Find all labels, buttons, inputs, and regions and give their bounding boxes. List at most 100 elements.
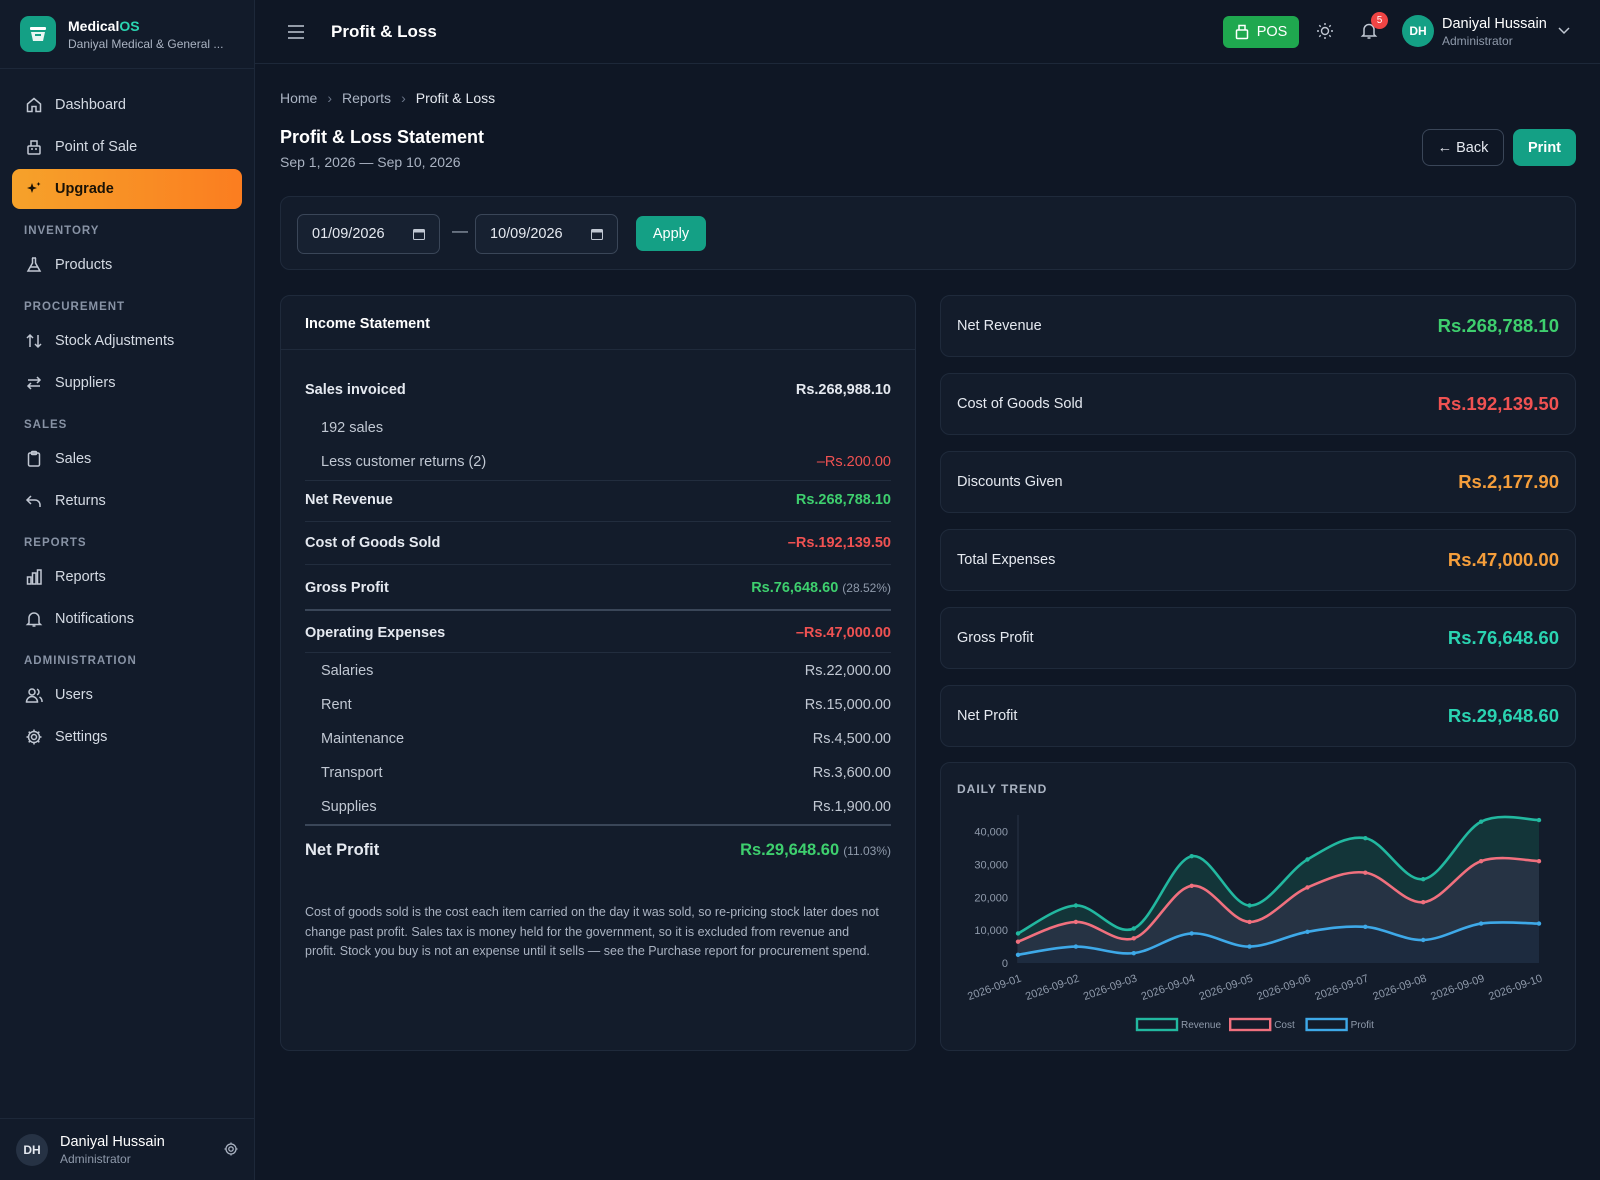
stat-value: Rs.192,139.50: [1437, 393, 1559, 414]
breadcrumb-home[interactable]: Home: [280, 90, 318, 106]
theme-toggle-sun-icon[interactable]: [1316, 22, 1334, 40]
flask-icon: [24, 255, 44, 275]
sidebar-nav: Dashboard Point of Sale Upgrade INVENTOR…: [0, 69, 254, 757]
x-tick-label: 2026-09-08: [1371, 973, 1428, 1004]
expense-row: Rent Rs.15,000.00: [305, 697, 891, 713]
sidebar-item-settings[interactable]: Settings: [12, 717, 242, 757]
sidebar-item-returns[interactable]: Returns: [12, 481, 242, 521]
sidebar-item-products[interactable]: Products: [12, 245, 242, 285]
stat-card-gross-profit: Gross Profit Rs.76,648.60: [940, 607, 1576, 669]
sidebar-item-sales[interactable]: Sales: [12, 439, 242, 479]
sidebar-item-stock-adjustments[interactable]: Stock Adjustments: [12, 321, 242, 361]
date-to-input[interactable]: 10/09/2026: [475, 214, 618, 254]
users-icon: [24, 685, 44, 705]
row-value: Rs.268,988.10: [795, 382, 891, 398]
x-tick-label: 2026-09-05: [1198, 973, 1255, 1004]
user-name: Daniyal Hussain: [60, 1133, 165, 1150]
expense-value: Rs.4,500.00: [812, 731, 891, 747]
y-tick-label: 0: [1002, 958, 1008, 970]
calendar-icon[interactable]: [591, 228, 603, 240]
legend-swatch: [1135, 1017, 1179, 1032]
y-tick-label: 10,000: [974, 925, 1008, 937]
data-point: [1073, 944, 1079, 949]
stat-card-total-expenses: Total Expenses Rs.47,000.00: [940, 529, 1576, 591]
data-point: [1131, 936, 1136, 941]
data-point: [1421, 877, 1426, 882]
breadcrumb: Home › Reports › Profit & Loss: [280, 90, 495, 106]
print-button[interactable]: Print: [1513, 129, 1576, 166]
home-icon: [24, 95, 44, 115]
stat-card-net-revenue: Net Revenue Rs.268,788.10: [940, 295, 1576, 357]
chevron-down-icon[interactable]: [1558, 27, 1570, 35]
undo-icon: [24, 491, 44, 511]
sidebar-item-label: Point of Sale: [55, 139, 138, 155]
stat-card-discounts: Discounts Given Rs.2,177.90: [940, 451, 1576, 513]
sidebar-item-upgrade[interactable]: Upgrade: [12, 169, 242, 209]
sidebar-item-suppliers[interactable]: Suppliers: [12, 363, 242, 403]
row-value-group: Rs.29,648.60 (11.03%): [740, 841, 891, 860]
calendar-icon[interactable]: [413, 228, 425, 240]
sidebar-item-label: Stock Adjustments: [55, 333, 175, 349]
page-heading: Profit & Loss: [331, 21, 437, 41]
stat-card-net-profit: Net Profit Rs.29,648.60: [940, 685, 1576, 747]
row-value: Rs.268,788.10: [795, 492, 891, 508]
divider: [305, 564, 891, 565]
pos-button[interactable]: POS: [1223, 16, 1299, 48]
brand[interactable]: MedicalOS Daniyal Medical & General ...: [0, 0, 254, 69]
apply-button[interactable]: Apply: [636, 216, 706, 251]
gross-profit-row: Gross Profit Rs.76,648.60 (28.52%): [305, 580, 891, 596]
y-tick-label: 20,000: [974, 892, 1008, 904]
page-title: Profit & Loss Statement: [280, 127, 485, 147]
data-point: [1247, 903, 1252, 908]
menu-icon[interactable]: [287, 24, 305, 39]
stat-value: Rs.2,177.90: [1458, 471, 1559, 492]
stat-label: Net Profit: [957, 708, 1018, 724]
gear-icon: [24, 727, 44, 747]
data-point: [1421, 900, 1426, 905]
row-label: Gross Profit: [305, 580, 389, 596]
legend-label: Cost: [1274, 1020, 1295, 1031]
sidebar-user-profile[interactable]: DH Daniyal Hussain Administrator: [0, 1118, 255, 1180]
customer-returns-row: Less customer returns (2) –Rs.200.00: [305, 454, 891, 470]
x-tick-label: 2026-09-10: [1487, 973, 1544, 1004]
sidebar-item-label: Upgrade: [55, 181, 114, 197]
x-tick-label: 2026-09-04: [1140, 973, 1197, 1004]
avatar[interactable]: DH: [1402, 15, 1434, 47]
stat-value: Rs.76,648.60: [1447, 627, 1559, 648]
sidebar-item-label: Users: [55, 687, 93, 703]
expense-label: Rent: [321, 697, 352, 713]
nav-section-reports: REPORTS: [24, 537, 87, 549]
stat-value: Rs.29,648.60: [1447, 705, 1559, 726]
sales-count-row: 192 sales: [305, 420, 891, 436]
stat-label: Gross Profit: [957, 630, 1034, 646]
data-point: [1421, 937, 1426, 943]
breadcrumb-reports[interactable]: Reports: [342, 90, 392, 106]
legend-swatch: [1229, 1017, 1272, 1032]
sidebar-item-dashboard[interactable]: Dashboard: [12, 85, 242, 125]
x-tick-label: 2026-09-03: [1082, 973, 1139, 1004]
sidebar-item-notifications[interactable]: Notifications: [12, 599, 242, 639]
cogs-row: Cost of Goods Sold –Rs.192,139.50: [305, 535, 891, 551]
sidebar-item-label: Sales: [55, 451, 92, 467]
user-name[interactable]: Daniyal Hussain: [1442, 16, 1547, 32]
nav-section-administration: ADMINISTRATION: [24, 655, 137, 667]
settings-gear-icon[interactable]: [223, 1141, 239, 1157]
data-point: [1015, 931, 1021, 936]
stat-label: Net Revenue: [957, 318, 1042, 334]
stat-value: Rs.268,788.10: [1437, 315, 1559, 336]
net-profit-row: Net Profit Rs.29,648.60 (11.03%): [305, 841, 891, 860]
sidebar-item-users[interactable]: Users: [12, 675, 242, 715]
series-area-profit: [1018, 922, 1539, 963]
sidebar-item-reports[interactable]: Reports: [12, 557, 242, 597]
daily-trend-card: DAILY TREND 0 10,000 20,000 30,000 40,000 202…: [940, 762, 1576, 1051]
sparkles-icon: [24, 179, 44, 199]
data-point: [1536, 817, 1542, 823]
row-label: Net Revenue: [305, 492, 393, 508]
expense-label: Salaries: [321, 663, 374, 679]
sidebar-item-point-of-sale[interactable]: Point of Sale: [12, 127, 242, 167]
date-from-input[interactable]: 01/09/2026: [297, 214, 440, 254]
sidebar-item-label: Dashboard: [55, 97, 126, 113]
back-button[interactable]: ← Back: [1422, 129, 1504, 166]
avatar: DH: [16, 1133, 48, 1166]
